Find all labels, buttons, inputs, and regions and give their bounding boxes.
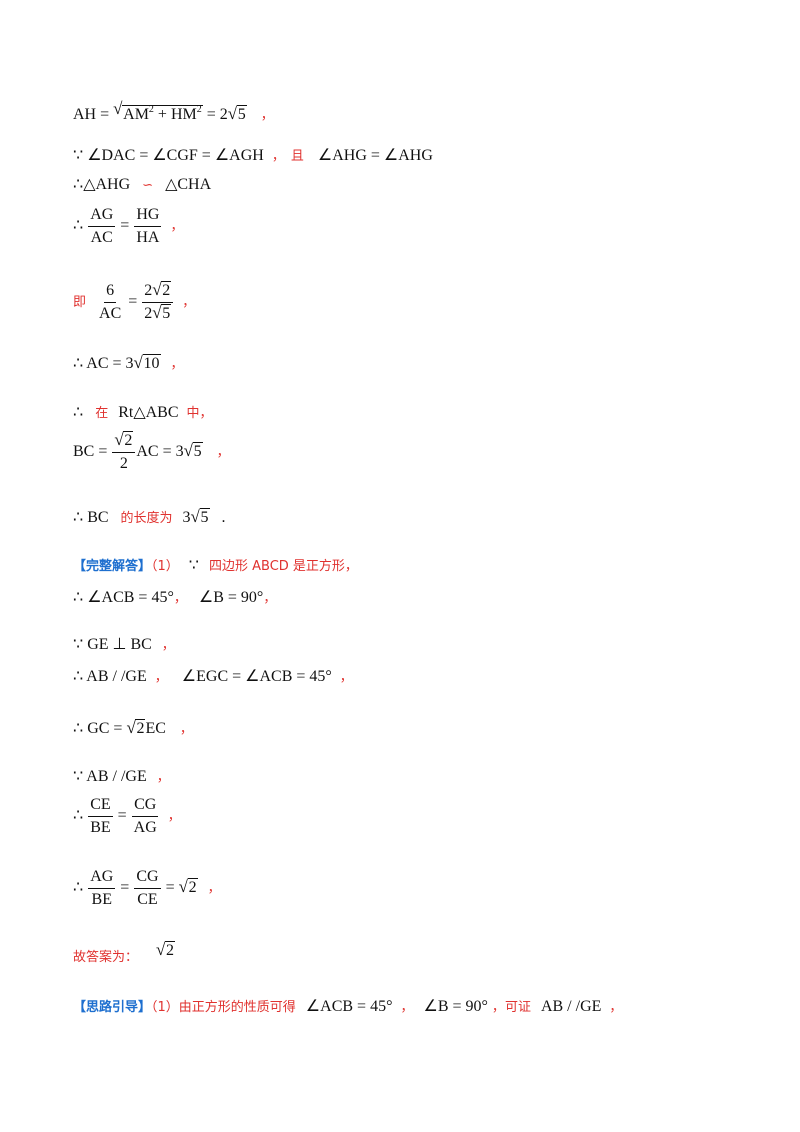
sqrt-5: 5 — [228, 104, 247, 125]
line-rt-triangle: ∴ 在 Rt△ABC 中， — [73, 404, 213, 421]
fraction: 22 — [112, 431, 136, 473]
full-answer-tag: 【完整解答】 — [73, 559, 152, 574]
line-ab-parallel-ge: ∵ AB / /GE， — [73, 768, 170, 785]
line-ac: ∴ AC = 310， — [73, 353, 184, 375]
fraction: CG CE — [134, 868, 161, 908]
hint-tag: 【思路引导】 — [73, 1000, 152, 1015]
line-gc: ∴ GC = 2EC， — [73, 718, 193, 740]
fraction: CE BE — [88, 796, 113, 836]
line-hint: 【思路引导】（1）由正方形的性质可得 ∠ACB = 45°， ∠B = 90° ，可证… — [73, 998, 623, 1015]
fraction: 2225 — [142, 281, 174, 323]
line-full-answer: 【完整解答】（1） ∵ 四边形 ABCD 是正方形， — [73, 557, 358, 574]
fraction: AG AC — [88, 206, 116, 246]
line-angles: ∵ ∠DAC = ∠CGF = ∠AGH，且 ∠AHG = ∠AHG — [73, 147, 433, 164]
fraction: AG BE — [88, 868, 116, 908]
sqrt-am-hm: AM2 + HM2 — [113, 99, 203, 125]
fraction: CG AG — [132, 796, 159, 836]
line-bc-length: ∴ BC的长度为35. — [73, 507, 226, 529]
line-ratio-1: ∴ AG AC = HG HA， — [73, 206, 184, 246]
line-answer: 故答案为：2 — [73, 940, 176, 968]
line-ratio-ce-be: ∴ CE BE = CG AG， — [73, 796, 181, 836]
line-similar: ∴△AHG ∽ △CHA — [73, 176, 212, 193]
fraction: 6 AC — [99, 282, 122, 322]
line-parallel: ∴ AB / /GE， ∠EGC = ∠ACB = 45°， — [73, 668, 353, 685]
fraction: HG HA — [134, 206, 162, 246]
ah-lhs: AH = — [73, 106, 114, 123]
line-ge-perp-bc: ∵ GE ⊥ BC， — [73, 636, 175, 653]
line-angles-45-90: ∴ ∠ACB = 45°， ∠B = 90°， — [73, 589, 277, 606]
line-ah: AH = AM2 + HM2 = 25， — [73, 99, 274, 126]
